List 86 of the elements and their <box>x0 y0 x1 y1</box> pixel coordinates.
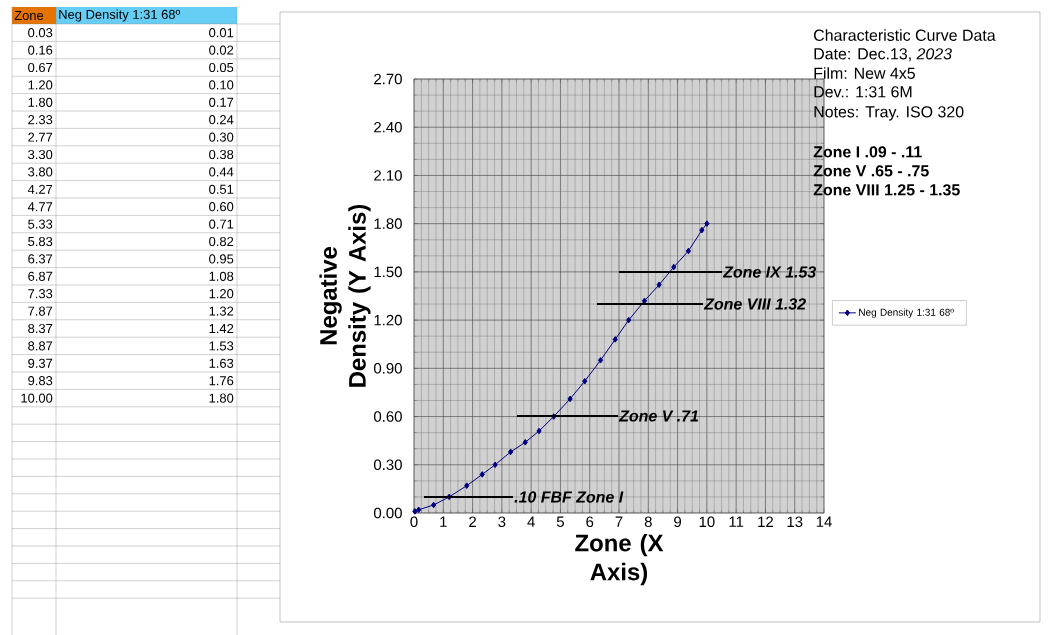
annotation: Zone VIII 1.32 <box>703 298 806 310</box>
text: Characteristic Curve Data <box>814 29 996 41</box>
text: 6.87 <box>28 271 53 281</box>
annotation: Zone V .65 - .75 <box>813 165 929 177</box>
x-tick-label: 4 <box>527 516 535 527</box>
text: 0.01 <box>209 28 234 38</box>
y-tick-label: 0.60 <box>373 411 402 422</box>
text: 0.38 <box>209 149 234 160</box>
text: 1.08 <box>209 271 234 281</box>
text: 1.42 <box>209 323 234 334</box>
text: 2.33 <box>28 115 53 125</box>
x-tick-label: 14 <box>816 516 832 527</box>
y-axis-title: Negative Density (Y Axis) <box>319 204 371 387</box>
y-tick-label: 1.80 <box>374 218 402 229</box>
y-tick-label: 0.30 <box>373 459 402 471</box>
text: 0.71 <box>209 219 234 229</box>
x-tick-label: 5 <box>556 516 564 527</box>
text: 0.51 <box>209 184 234 194</box>
annotation: .10 FBF Zone I <box>514 491 624 503</box>
x-tick-label: 11 <box>729 516 744 527</box>
text: 4.27 <box>27 184 53 194</box>
text: 1.80 <box>28 97 53 107</box>
text: 0.95 <box>209 254 234 264</box>
x-tick-label: 1 <box>440 516 447 527</box>
text: Date: Dec.13, 2023 <box>814 48 952 62</box>
text: 2.77 <box>28 132 53 142</box>
text: 1.80 <box>209 393 234 403</box>
text: 7.33 <box>28 289 53 299</box>
annotation: Zone IX 1.53 <box>722 266 817 278</box>
y-tick-label: 0.90 <box>373 363 402 374</box>
text: 8.87 <box>28 341 53 351</box>
y-tick-label: 0.00 <box>373 507 402 519</box>
y-tick-label: 1.50 <box>374 266 402 278</box>
text: 10.00 <box>21 393 53 403</box>
text: 0.16 <box>28 45 53 55</box>
text: Film: New 4x5 <box>814 67 915 79</box>
text: 3.80 <box>28 167 53 177</box>
text: 0.24 <box>209 115 234 125</box>
text: 0.60 <box>209 202 234 212</box>
x-tick-label: 12 <box>758 516 773 527</box>
text: 0.17 <box>209 97 234 107</box>
text: Neg Density 1:31 68º <box>59 9 181 22</box>
x-tick-label: 7 <box>615 516 623 527</box>
text: 1.20 <box>28 80 53 90</box>
legend-label: Neg Density 1:31 68º <box>859 308 954 318</box>
text: 1.20 <box>209 289 234 299</box>
annotation: Dev.: 1:31 6M <box>814 86 912 98</box>
y-tick-label: 2.10 <box>374 170 402 181</box>
x-tick-label: 13 <box>787 516 803 528</box>
text: 5.33 <box>28 219 53 229</box>
annotation: Zone V .71 <box>618 410 699 422</box>
annotation: Zone I .09 - .11 <box>813 146 922 158</box>
text: 7.87 <box>28 306 53 316</box>
text: 0.03 <box>28 28 53 38</box>
x-tick-label: 0 <box>410 516 418 528</box>
y-tick-label: 1.20 <box>374 314 402 326</box>
text: 3.30 <box>28 149 53 160</box>
text: 1.63 <box>209 358 234 368</box>
annotation: Notes: Tray. ISO 320 <box>814 106 964 121</box>
text: 0.82 <box>209 236 234 247</box>
x-tick-label: 8 <box>644 516 652 528</box>
text: 4.77 <box>27 202 53 212</box>
text: 0.10 <box>209 80 234 90</box>
x-tick-label: 2 <box>469 516 476 527</box>
text: 0.30 <box>209 132 234 142</box>
text: 6.37 <box>28 254 53 264</box>
y-tick-label: 2.40 <box>374 121 402 133</box>
text: 0.05 <box>209 62 234 73</box>
x-axis-title: Zone (X Axis) <box>575 533 664 586</box>
text: 8.37 <box>28 323 53 334</box>
x-tick-label: 3 <box>498 516 506 528</box>
text: 1.76 <box>209 376 234 386</box>
text: 9.37 <box>28 358 53 368</box>
text: Zone <box>14 10 44 21</box>
text: 0.67 <box>28 62 53 73</box>
x-tick-label: 6 <box>586 516 594 528</box>
text: 5.83 <box>28 236 53 247</box>
x-tick-label: 9 <box>674 516 682 528</box>
text: 1.53 <box>209 341 234 351</box>
y-tick-label: 2.70 <box>374 73 402 85</box>
text: 9.83 <box>28 376 53 386</box>
text: 0.44 <box>209 167 234 177</box>
annotation: Zone VIII 1.25 - 1.35 <box>813 184 960 196</box>
text: 1.32 <box>209 306 234 316</box>
text: 0.02 <box>209 45 234 55</box>
x-tick-label: 10 <box>699 516 715 528</box>
